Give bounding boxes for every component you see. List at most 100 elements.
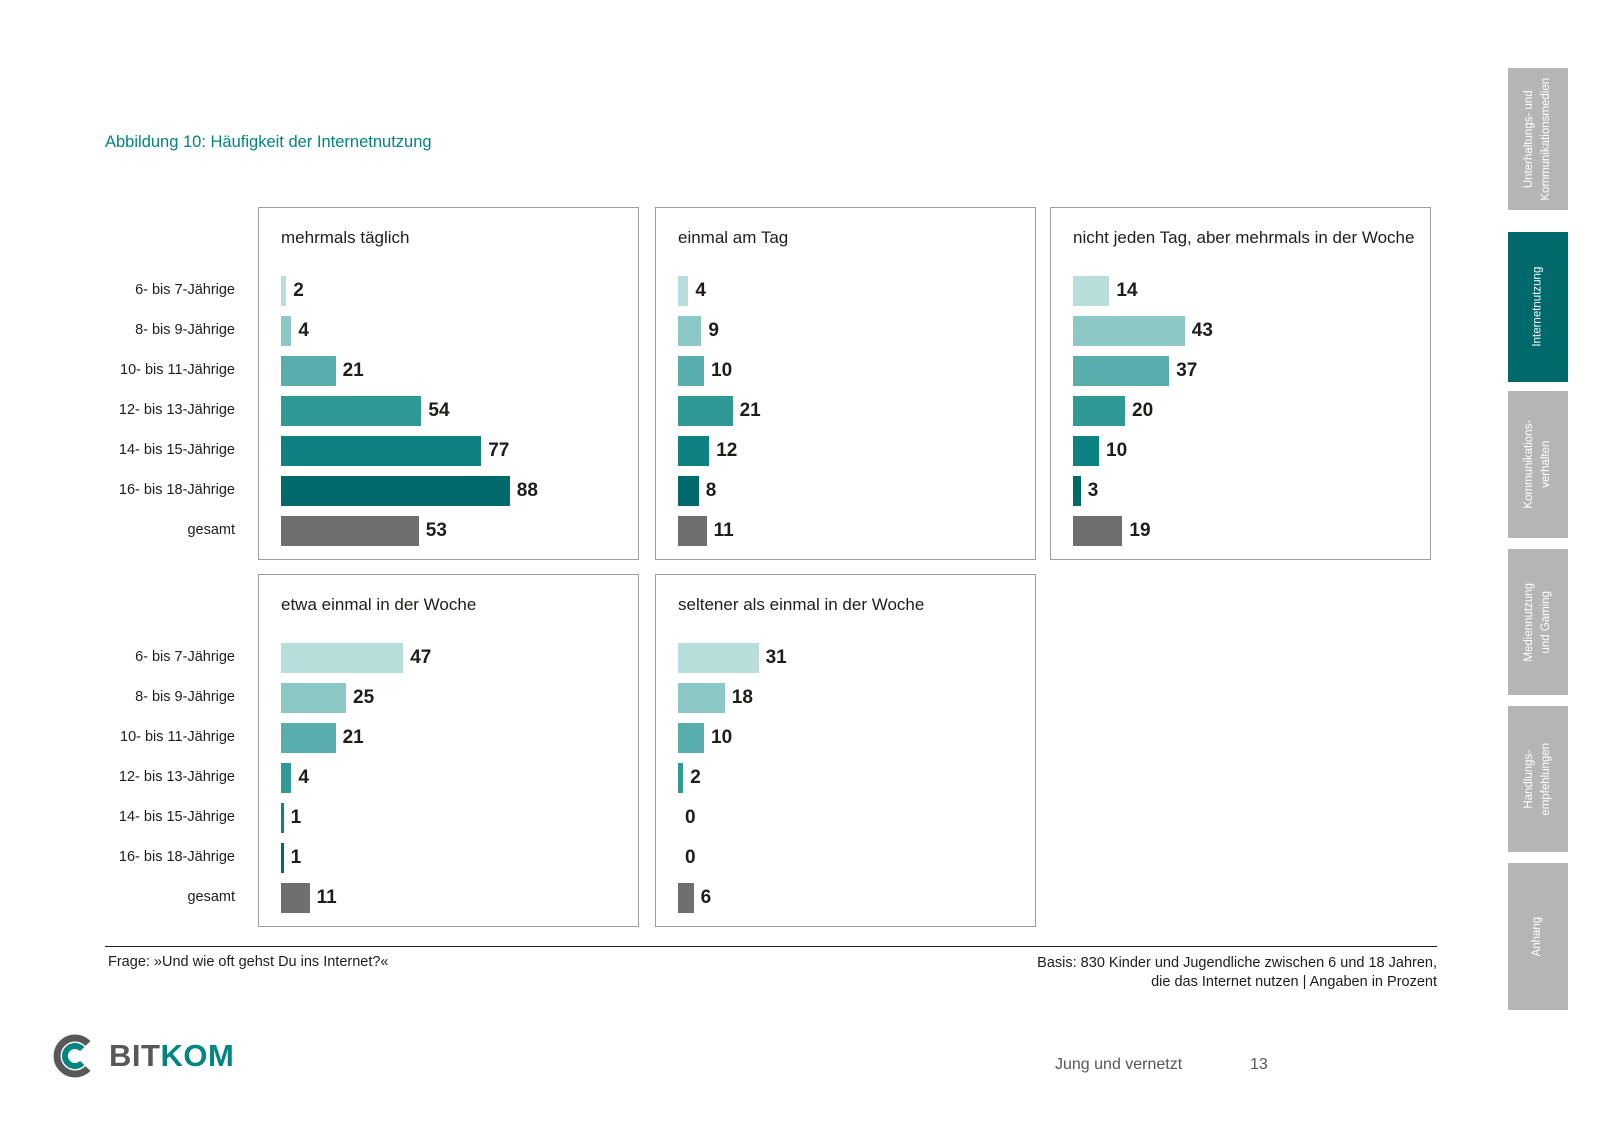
category-labels-bottom: 6- bis 7-Jährige 8- bis 9-Jährige 10- bis … (90, 637, 235, 917)
sidebar-tab-1[interactable]: Internetnutzung (1508, 232, 1568, 382)
bar-value: 14 (1116, 280, 1138, 301)
sidebar-tab-2[interactable]: Kommunikations- verhalten (1508, 391, 1568, 538)
bar-value: 10 (1106, 440, 1128, 461)
sidebar-tab-3[interactable]: Mediennutzung und Gaming (1508, 549, 1568, 695)
chart-panel: einmal am Tag 4 9 10 21 12 8 11 (655, 207, 1036, 560)
panel-rows: 47 25 21 4 1 1 11 (281, 638, 634, 918)
bar-row: 18 (678, 678, 1031, 718)
category-label: 10- bis 11-Jährige (120, 362, 235, 378)
bar-row: 47 (281, 638, 634, 678)
bar-value: 0 (685, 847, 696, 868)
bar-row: 2 (281, 271, 634, 311)
chart-panel: seltener als einmal in der Woche 31 18 10 2 0… (655, 574, 1036, 927)
category-label: 12- bis 13-Jährige (118, 402, 235, 418)
bar-row: 14 (1073, 271, 1426, 311)
bar (678, 396, 733, 426)
bar (281, 723, 336, 753)
bar-value: 8 (705, 480, 717, 501)
logo-text-bit: BIT (109, 1038, 161, 1073)
page-number: 13 (1250, 1056, 1268, 1073)
panel-rows: 4 9 10 21 12 8 11 (678, 271, 1031, 551)
panel-title: mehrmals täglich (281, 228, 410, 247)
bar (1073, 396, 1125, 426)
sidebar-tab-4[interactable]: Handlungs- empfehlungen (1508, 706, 1568, 852)
sidebar-tab-label: Internetnutzung (1531, 267, 1544, 347)
sidebar-tab-5[interactable]: Anhang (1508, 863, 1568, 1010)
bar (281, 803, 284, 833)
panel-title: seltener als einmal in der Woche (678, 595, 925, 614)
panel-rows: 14 43 37 20 10 3 19 (1073, 271, 1426, 551)
category-label: 8- bis 9-Jährige (135, 689, 235, 705)
sidebar-tab-label: Kommunikations- verhalten (1522, 420, 1552, 509)
category-label: gesamt (187, 889, 235, 905)
category-label: gesamt (187, 522, 235, 538)
bar-row: 1 (281, 798, 634, 838)
bar-value: 2 (690, 767, 701, 788)
bar (281, 476, 510, 506)
bar (678, 476, 699, 506)
bar-row: 31 (678, 638, 1031, 678)
sidebar-tab-label: Anhang (1531, 916, 1544, 957)
figure-title: Abbildung 10: Häufigkeit der Internetnut… (105, 133, 432, 151)
report-title: Jung und vernetzt (1055, 1056, 1183, 1073)
bar (281, 436, 482, 466)
bar (281, 396, 422, 426)
bar-value: 4 (298, 767, 309, 788)
sidebar-tab-label: Handlungs- empfehlungen (1522, 742, 1552, 816)
sidebar-tab-0[interactable]: Unterhaltungs- und Kommunikationsmedien (1508, 68, 1568, 210)
basis-text: Basis: 830 Kinder und Jugendliche zwisch… (1037, 954, 1437, 992)
bar-row: 10 (678, 718, 1031, 758)
basis-line-2: die das Internet nutzen | Angaben in Pro… (1151, 974, 1437, 991)
category-label: 16- bis 18-Jährige (118, 849, 235, 865)
bar-row: 4 (678, 271, 1031, 311)
bar-value: 31 (765, 647, 787, 668)
bar-value: 10 (711, 727, 733, 748)
bar-row: 0 (678, 838, 1031, 878)
bar-value: 21 (342, 360, 364, 381)
bar-value: 21 (739, 400, 761, 421)
panel-title: etwa einmal in der Woche (281, 595, 477, 614)
bar-row: 6 (678, 878, 1031, 918)
bar-value: 88 (516, 480, 538, 501)
bar-value: 1 (290, 847, 302, 868)
logo-text-kom: KOM (160, 1038, 235, 1073)
bar (678, 516, 707, 546)
bar-row: 21 (281, 351, 634, 391)
bar (678, 436, 710, 466)
bar-row: 9 (678, 311, 1031, 351)
bar (678, 723, 704, 753)
bar-row: 0 (678, 798, 1031, 838)
bar (678, 316, 702, 346)
bar-value: 37 (1176, 360, 1198, 381)
bar-value: 1 (290, 807, 302, 828)
bar (1073, 516, 1123, 546)
bar (678, 643, 759, 673)
bar-row: 21 (281, 718, 634, 758)
category-label: 14- bis 15-Jährige (118, 809, 235, 825)
bar (1073, 316, 1185, 346)
bar-row: 53 (281, 511, 634, 551)
question-text: Frage: »Und wie oft gehst Du ins Interne… (108, 954, 389, 970)
bar-value: 9 (708, 320, 719, 341)
bar (1073, 436, 1099, 466)
bar-value: 2 (293, 280, 304, 301)
bar-value: 21 (342, 727, 364, 748)
bar-value: 3 (1087, 480, 1099, 501)
category-label: 8- bis 9-Jährige (135, 322, 235, 338)
bar (1073, 356, 1170, 386)
logo-text: BITKOM (109, 1038, 234, 1074)
bar-value: 47 (410, 647, 432, 668)
bitkom-logo-icon (53, 1034, 91, 1078)
chart-panel: nicht jeden Tag, aber mehrmals in der Wo… (1050, 207, 1431, 560)
panel-title: einmal am Tag (678, 228, 789, 247)
divider-line (105, 946, 1437, 947)
bar-row: 12 (678, 431, 1031, 471)
category-label: 10- bis 11-Jährige (120, 729, 235, 745)
bar-value: 77 (488, 440, 510, 461)
bar (281, 316, 292, 346)
bar (281, 843, 284, 873)
bar-value: 4 (695, 280, 706, 301)
bar-value: 6 (700, 887, 712, 908)
bar-value: 53 (425, 520, 447, 541)
sidebar-tab-label: Unterhaltungs- und Kommunikationsmedien (1522, 77, 1553, 201)
